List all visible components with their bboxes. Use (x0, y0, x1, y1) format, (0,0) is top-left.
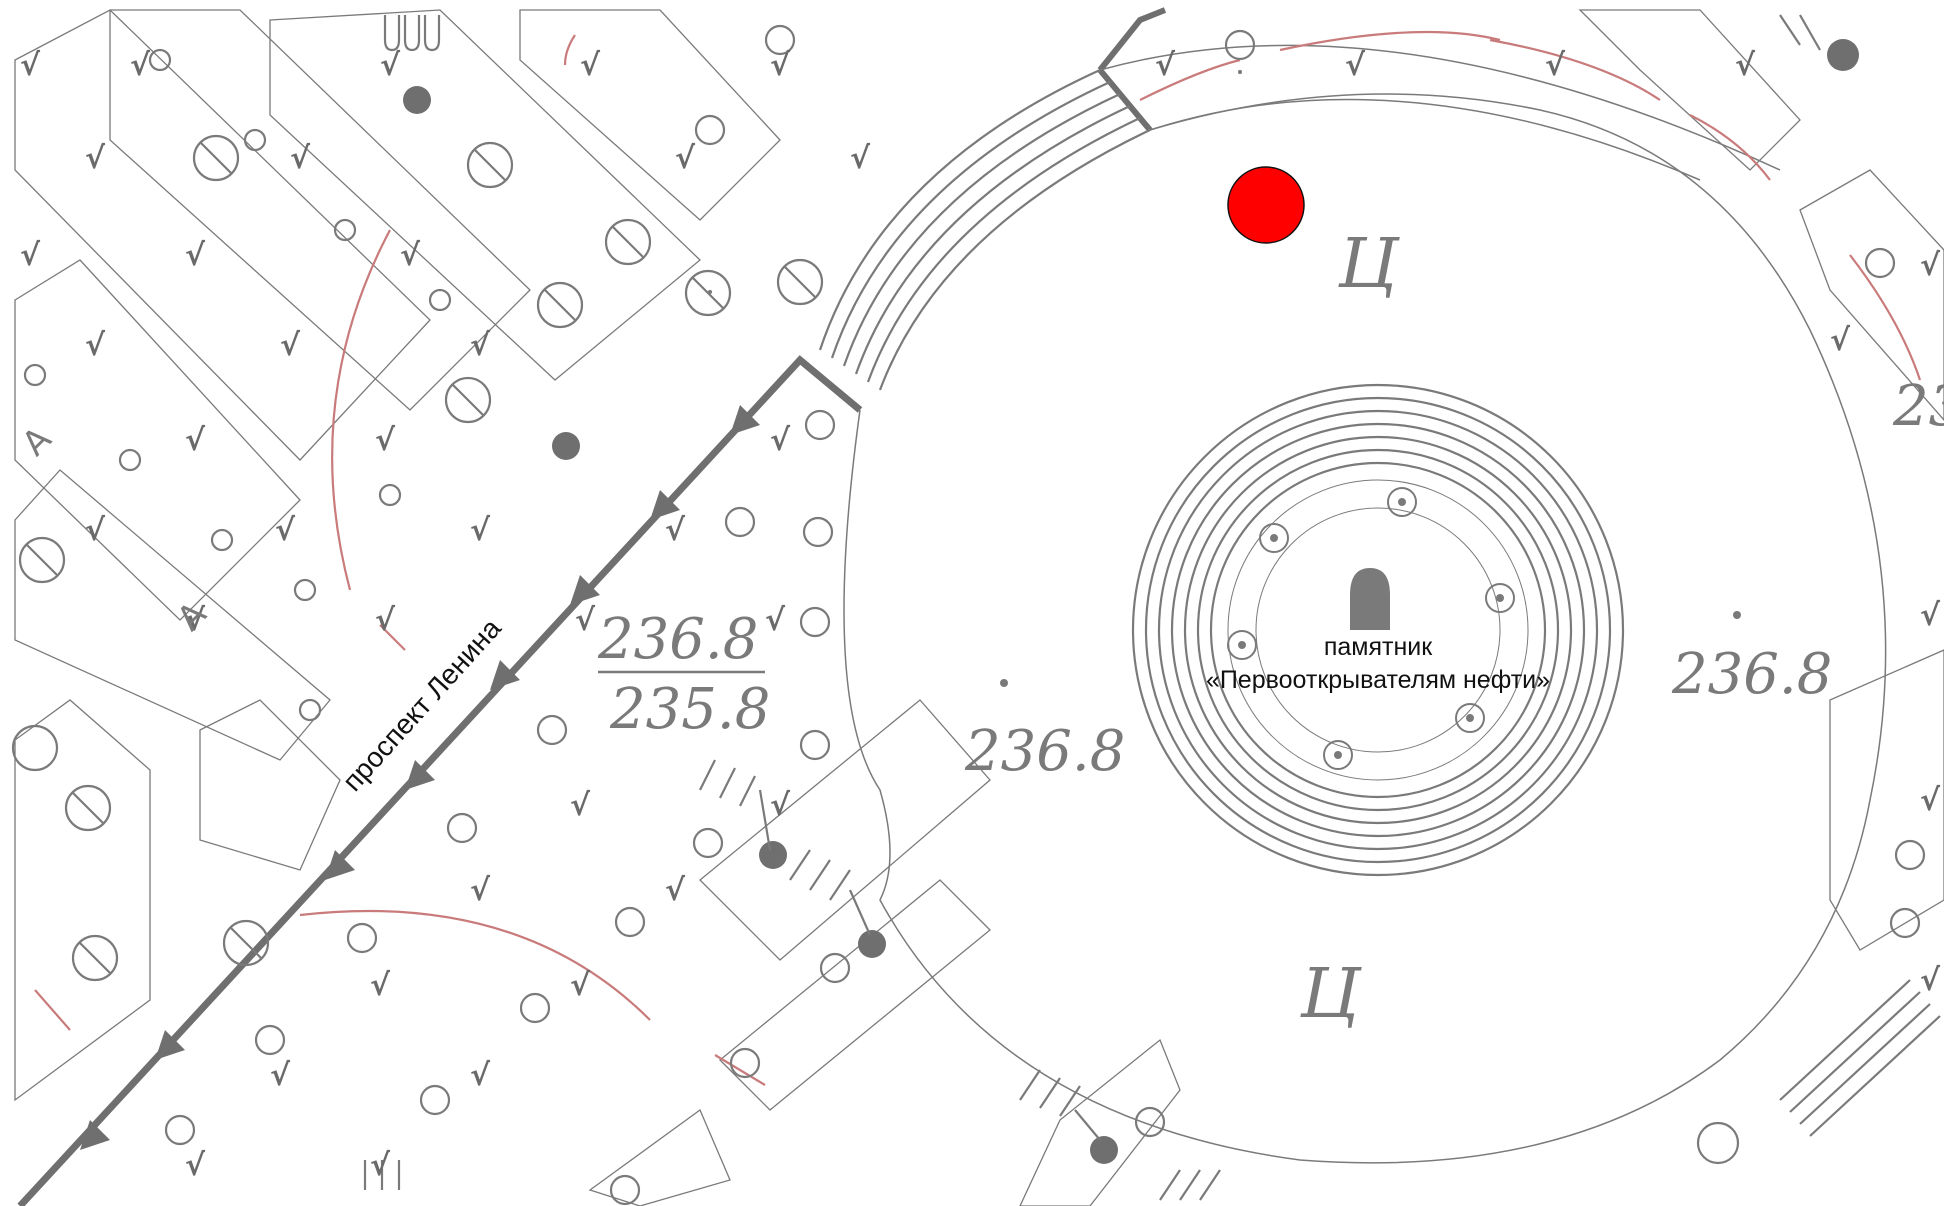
elevation-label-center-left: 236.8 (964, 719, 1125, 784)
elevation-point-center-right (1733, 611, 1741, 619)
surface-code-top: Ц (1337, 225, 1400, 304)
elevation-point-center-left (1000, 679, 1008, 687)
svg-text:√: √ (850, 141, 871, 176)
svg-text:√: √ (185, 238, 206, 273)
surface-code-bottom: Ц (1299, 955, 1362, 1034)
svg-text:√: √ (85, 141, 106, 176)
svg-text:√: √ (280, 328, 301, 363)
svg-text:√: √ (185, 423, 206, 458)
svg-text:√: √ (1735, 48, 1756, 83)
svg-text:√: √ (130, 48, 151, 83)
plaza-outline (843, 44, 1887, 1164)
svg-text:√: √ (1345, 48, 1366, 83)
svg-text:√: √ (380, 48, 401, 83)
elevation-label-left-top: 236.8 (597, 607, 758, 672)
svg-text:√: √ (20, 238, 41, 273)
svg-text:√: √ (1920, 598, 1941, 633)
elevation-label-left-bottom: 235.8 (609, 677, 770, 742)
monument-icon (1350, 568, 1390, 630)
svg-text:√: √ (470, 513, 491, 548)
light-symbols (363, 14, 1821, 1201)
svg-text:√: √ (770, 788, 791, 823)
svg-text:√: √ (1830, 323, 1851, 358)
red-boundaries (34, 30, 1922, 1086)
svg-text:√: √ (470, 1058, 491, 1093)
svg-text:√: √ (370, 1148, 391, 1183)
tree-symbols-slashed (11, 134, 824, 982)
svg-text:√: √ (470, 873, 491, 908)
svg-text:√: √ (580, 48, 601, 83)
svg-text:√: √ (665, 873, 686, 908)
svg-text:√: √ (275, 513, 296, 548)
svg-text:√: √ (665, 513, 686, 548)
svg-text:√: √ (570, 968, 591, 1003)
location-marker[interactable] (1227, 166, 1305, 244)
svg-text:√: √ (770, 423, 791, 458)
svg-text:√: √ (1545, 48, 1566, 83)
svg-text:√: √ (765, 603, 786, 638)
svg-text:√: √ (400, 238, 421, 273)
svg-text:√: √ (85, 328, 106, 363)
monument-label-line2: «Первооткрывателям нефти» (1206, 666, 1550, 694)
monument-label-line1: памятник (1324, 633, 1433, 661)
svg-text:√: √ (270, 1058, 291, 1093)
svg-text:√: √ (185, 1148, 206, 1183)
svg-text:√: √ (375, 423, 396, 458)
block-outlines (14, 9, 1944, 1206)
main-road-line (17, 7, 1167, 1206)
svg-text:√: √ (20, 48, 41, 83)
vegetation-markers: √ √ √ √ √ √ √ √ √ √ √ √ √√ √ √√ √ √√ √ √√ √ √ √√ √ √ √ … (20, 48, 1941, 1183)
svg-text:√: √ (570, 788, 591, 823)
svg-text:√: √ (85, 513, 106, 548)
svg-text:√: √ (575, 603, 596, 638)
elevation-label-center-right: 236.8 (1671, 642, 1832, 707)
svg-text:√: √ (470, 328, 491, 363)
svg-text:√: √ (770, 48, 791, 83)
svg-text:√: √ (1920, 248, 1941, 283)
svg-text:√: √ (375, 603, 396, 638)
svg-text:√: √ (1155, 48, 1176, 83)
monument-rings (1131, 383, 1625, 877)
lamp-posts (1227, 487, 1515, 770)
elevation-label-edge: 23 (1892, 374, 1944, 439)
stair-bands (818, 68, 1941, 1137)
filled-markers (403, 39, 1859, 1164)
tree-symbols (23, 24, 1926, 1206)
svg-text:√: √ (1920, 963, 1941, 998)
svg-text:√: √ (185, 603, 206, 638)
svg-text:√: √ (370, 968, 391, 1003)
svg-text:√: √ (675, 141, 696, 176)
svg-text:√: √ (1920, 783, 1941, 818)
svg-text:√: √ (290, 141, 311, 176)
